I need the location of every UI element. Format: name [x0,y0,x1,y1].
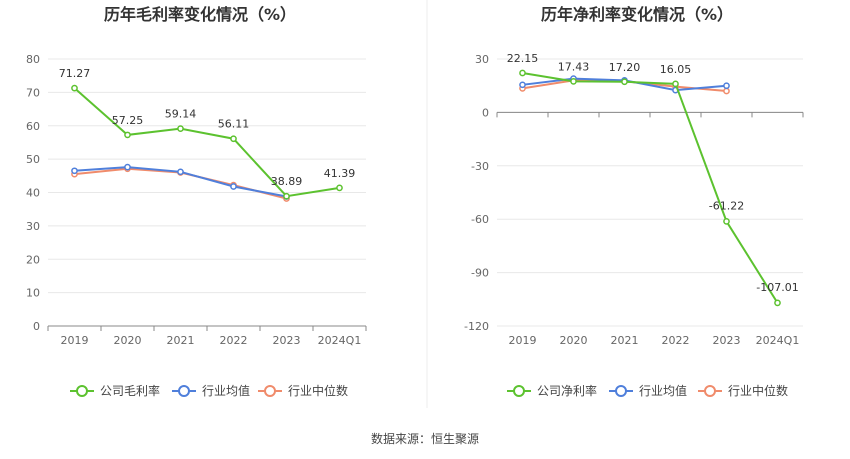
data-point [723,218,730,225]
legend-label: 公司毛利率 [100,383,160,398]
data-point [774,299,781,307]
y-tick-label: 30 [475,53,489,66]
x-tick-label: 2022 [662,334,690,347]
x-tick-label: 2021 [167,334,195,347]
data-label: 16.05 [660,63,692,76]
data-point [124,131,131,139]
data-point [177,125,184,132]
data-point [621,78,628,86]
y-tick-label: 0 [482,106,489,119]
legend-swatch-marker [615,385,627,397]
x-tick-label: 2019 [509,334,537,347]
data-point [336,184,343,192]
y-tick-label: -30 [471,160,489,173]
legend-label: 行业均值 [202,383,250,398]
legend-swatch-marker [178,385,190,397]
chart-title: 历年净利率变化情况（%） [541,5,733,24]
data-point [283,192,290,200]
x-tick-label: 2024Q1 [318,334,362,347]
data-label: -61.22 [709,199,744,212]
legend-swatch-marker [264,385,276,397]
x-tick-label: 2022 [220,334,248,347]
data-point [177,168,184,176]
y-tick-label: 50 [26,153,40,166]
y-tick-label: 70 [26,86,40,99]
data-point [124,163,131,171]
data-point [570,78,577,85]
data-point [230,135,237,143]
data-label: 56.11 [218,118,250,131]
x-tick-label: 2019 [61,334,89,347]
legend-swatch-marker [513,385,525,397]
x-tick-label: 2023 [273,334,301,347]
y-tick-label: -60 [471,213,489,226]
y-tick-label: -120 [464,320,489,333]
data-point [723,87,730,95]
y-tick-label: 40 [26,187,40,200]
legend-swatch-marker [704,385,716,397]
chart-title: 历年毛利率变化情况（%） [104,5,296,24]
net-margin-chart: 历年净利率变化情况（%） -120 -90 -60 -30 0 30 2019 2020 2021… [464,5,804,398]
data-point [723,82,730,90]
data-source-note: 数据来源：恒生聚源 [371,431,479,446]
y-tick-label: 10 [26,287,40,300]
data-point [230,183,237,190]
data-label: 17.20 [609,61,641,74]
y-tick-label: 20 [26,253,40,266]
x-tick-label: 2023 [713,334,741,347]
series-line [522,71,779,304]
y-tick-label: 0 [33,320,40,333]
data-label: 71.27 [59,67,91,80]
data-point [71,84,78,92]
data-label: 59.14 [165,108,197,121]
legend-label: 行业中位数 [728,383,788,398]
data-label: 17.43 [558,60,590,73]
y-tick-label: -90 [471,267,489,280]
data-point [519,81,526,89]
y-tick-label: 30 [26,220,40,233]
data-label: 41.39 [324,167,356,180]
gross-margin-chart: 历年毛利率变化情况（%） 0 10 20 30 40 50 60 70 80 2019 2020 202… [26,5,367,398]
legend-label: 行业中位数 [288,383,348,398]
data-point [672,80,679,88]
x-tick-label: 2020 [114,334,142,347]
y-tick-label: 60 [26,120,40,133]
data-label: 38.89 [271,175,303,188]
x-tick-label: 2020 [560,334,588,347]
data-point [519,69,526,77]
data-label: -107.01 [756,281,798,294]
legend-swatch-marker [76,385,88,397]
series-line [73,87,340,198]
legend-label: 公司净利率 [537,383,597,398]
data-point [71,167,78,175]
x-tick-label: 2024Q1 [756,334,800,347]
y-tick-label: 80 [26,53,40,66]
data-label: 57.25 [112,114,144,127]
x-tick-label: 2021 [611,334,639,347]
data-label: 22.15 [507,52,539,65]
legend-label: 行业均值 [639,383,687,398]
